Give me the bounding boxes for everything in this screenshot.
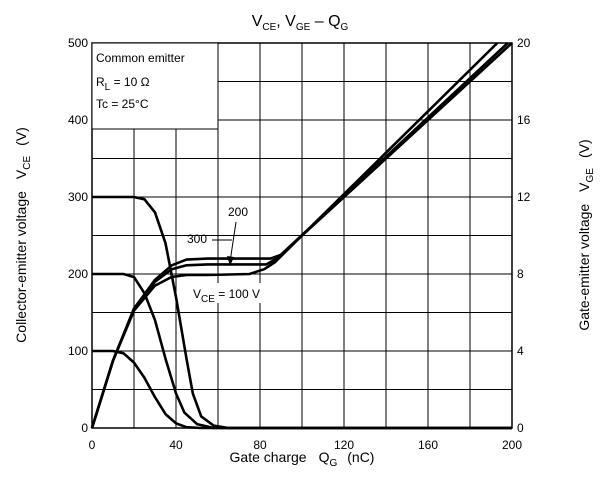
x-tick-label: 200 (502, 438, 522, 452)
y-left-tick-label: 400 (68, 113, 88, 127)
y-left-tick-label: 500 (68, 36, 88, 50)
annotation-100: VCE = 100 V (193, 287, 260, 305)
x-tick-label: 80 (253, 438, 267, 452)
curves (90, 42, 513, 430)
annotation-100-bg (191, 283, 296, 303)
vge-curve-100 (90, 42, 499, 429)
vce-curve-200 (92, 272, 512, 430)
annotation-200-leader (229, 221, 237, 263)
x-axis-label: Gate charge QG (nC) (230, 449, 375, 469)
condition-line3: Tc = 25°C (96, 97, 149, 111)
condition-line2: RL = 10 Ω (96, 75, 150, 93)
y-left-tick-label: 300 (68, 190, 88, 204)
annotation-200: 200 (228, 205, 248, 219)
x-tick-labels: 0 40 80 120 160 200 (89, 438, 523, 452)
vce-curve-100 (92, 349, 512, 430)
conditions-box: Common emitter RL = 10 Ω Tc = 25°C (91, 42, 219, 130)
y-right-tick-labels: 0 4 8 12 16 20 (517, 36, 531, 435)
y-right-tick-label: 4 (517, 344, 524, 358)
annotation-200-arrow (227, 256, 234, 266)
y-right-tick-label: 12 (517, 190, 531, 204)
y-left-axis-label: Collector-emitter voltageVCE(V) (13, 127, 33, 343)
y-left-tick-label: 200 (68, 267, 88, 281)
y-right-tick-label: 0 (517, 421, 524, 435)
annotations: 200 300 VCE = 100 V (187, 205, 296, 305)
y-left-tick-label: 100 (68, 344, 88, 358)
annotation-300: 300 (187, 232, 207, 246)
y-right-tick-label: 8 (517, 267, 524, 281)
condition-line1: Common emitter (96, 51, 185, 65)
x-tick-label: 0 (89, 438, 96, 452)
y-left-tick-labels: 0 100 200 300 400 500 (68, 36, 88, 435)
x-tick-label: 40 (169, 438, 183, 452)
x-tick-label: 120 (334, 438, 354, 452)
y-left-tick-label: 0 (81, 421, 88, 435)
y-right-tick-label: 16 (517, 113, 531, 127)
x-tick-label: 160 (418, 438, 438, 452)
y-right-tick-label: 20 (517, 36, 531, 50)
y-right-axis-label: Gate-emitter voltageVGE(V) (576, 139, 596, 330)
vce-curve-300 (92, 195, 512, 430)
chart-title: VCE, VGE – QG (252, 13, 349, 33)
